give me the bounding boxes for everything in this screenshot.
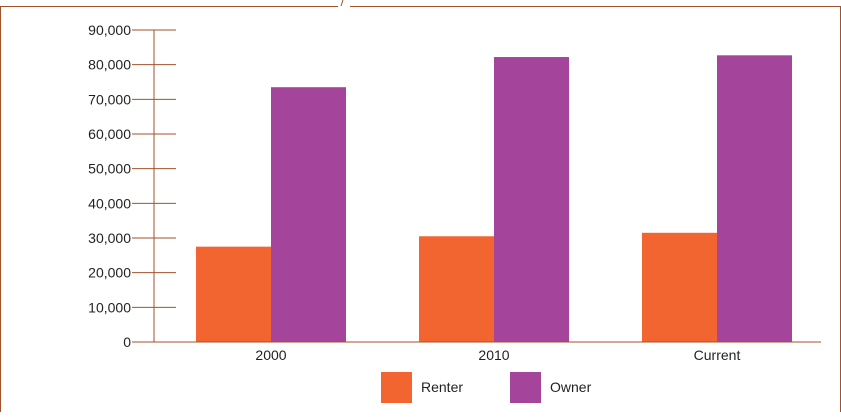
legend-swatch-owner bbox=[510, 372, 541, 403]
bar-owner-2000 bbox=[271, 87, 346, 342]
bar-renter-2000 bbox=[196, 246, 271, 342]
legend-label-owner: Owner bbox=[550, 379, 592, 395]
legend-label-renter: Renter bbox=[421, 379, 463, 395]
y-tick-label: 20,000 bbox=[88, 265, 131, 281]
bar-renter-current bbox=[642, 232, 717, 342]
y-tick-label: 70,000 bbox=[88, 91, 131, 107]
frame-notch-mark bbox=[340, 0, 344, 7]
x-category-label: Current bbox=[694, 347, 741, 363]
y-tick-label: 10,000 bbox=[88, 299, 131, 315]
legend: Renter Owner bbox=[381, 372, 592, 403]
y-tick-label: 40,000 bbox=[88, 195, 131, 211]
y-tick-label: 0 bbox=[123, 334, 131, 350]
y-tick-label: 30,000 bbox=[88, 230, 131, 246]
y-tick-label: 90,000 bbox=[88, 22, 131, 38]
bars bbox=[196, 55, 792, 342]
y-tick-label: 50,000 bbox=[88, 161, 131, 177]
y-tick-label: 60,000 bbox=[88, 126, 131, 142]
x-axis-categories: 2000 2010 Current bbox=[255, 347, 740, 363]
bar-renter-2010 bbox=[419, 236, 494, 342]
y-tick-label: 80,000 bbox=[88, 57, 131, 73]
x-category-label: 2000 bbox=[255, 347, 286, 363]
legend-swatch-renter bbox=[381, 372, 412, 403]
y-axis-ticks: 0 10,000 20,000 30,000 40,000 50,000 60,000 70,… bbox=[88, 22, 176, 350]
x-category-label: 2010 bbox=[478, 347, 509, 363]
bar-owner-2010 bbox=[494, 57, 569, 342]
bar-owner-current bbox=[717, 55, 792, 342]
